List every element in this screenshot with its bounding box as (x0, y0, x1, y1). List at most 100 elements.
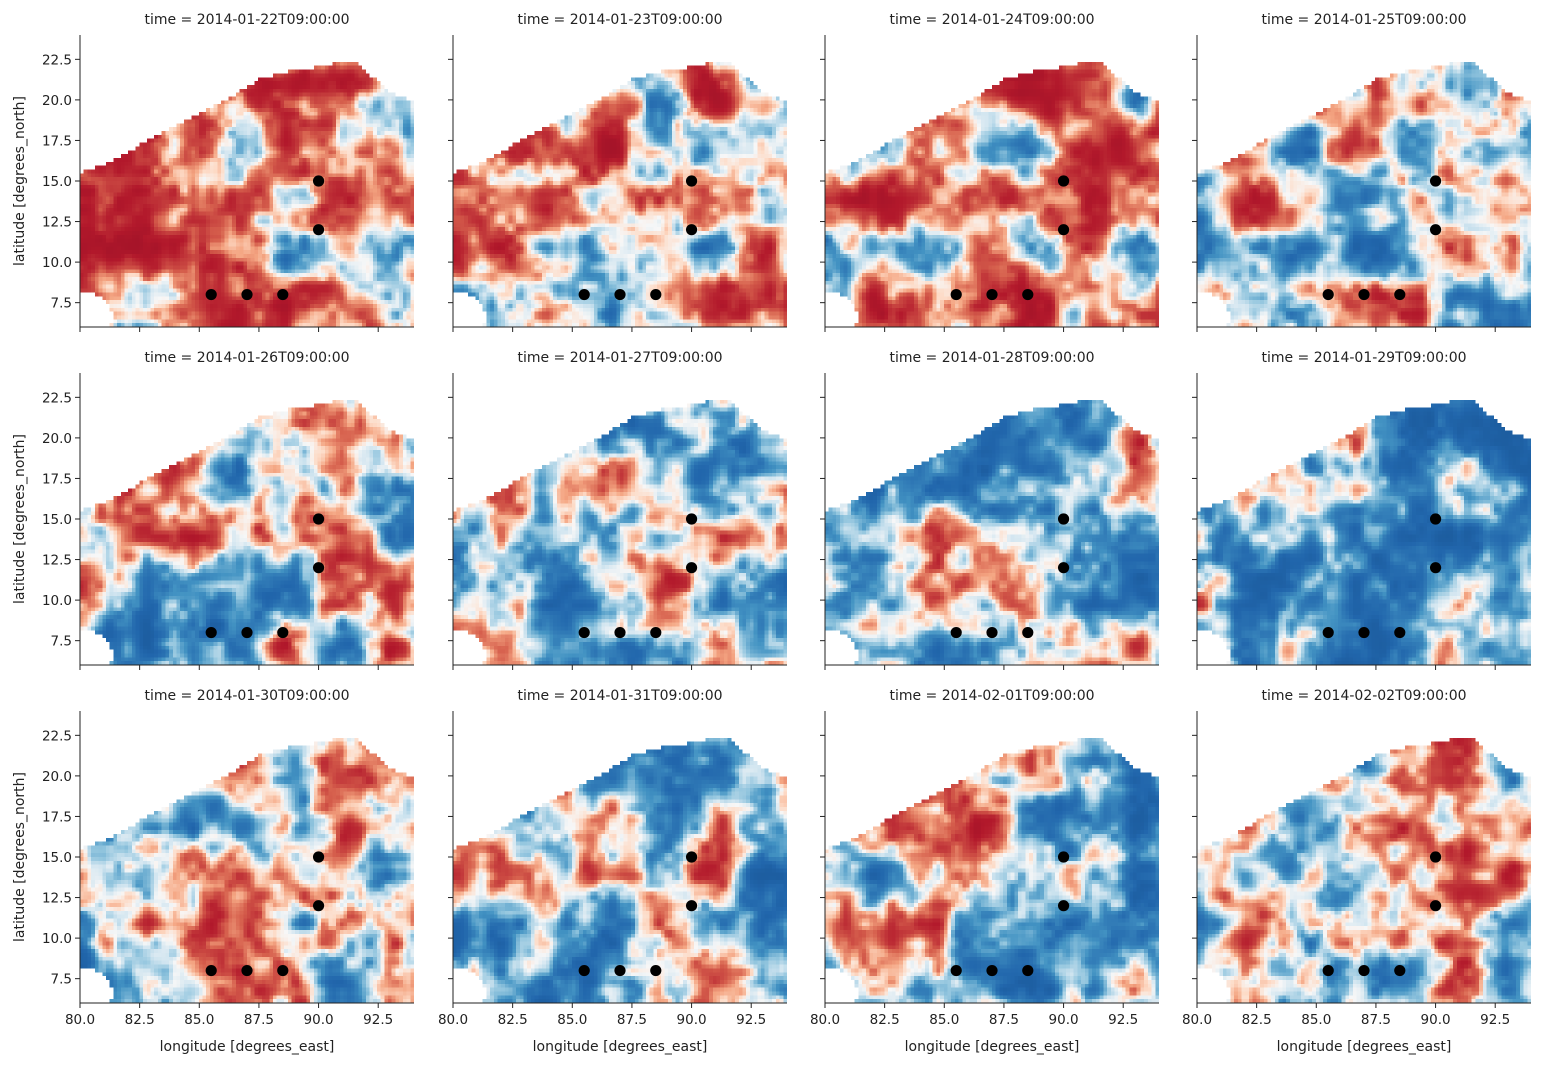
panel-title: time = 2014-01-24T09:00:00 (889, 12, 1094, 28)
facet-panel: time = 2014-02-01T09:00:00 80.0 82.5 85.0 87… (810, 688, 1159, 1055)
x-axis-label: longitude [degrees_east] (533, 1039, 708, 1055)
station-marker (1429, 562, 1442, 574)
x-axis-label: longitude [degrees_east] (160, 1039, 335, 1055)
facet-panel: time = 2014-01-23T09:00:00 (448, 12, 787, 332)
facet-panel: time = 2014-01-30T09:00:00 7.5 10.0 12.5 15.… (12, 688, 414, 1055)
station-marker (1057, 851, 1070, 863)
x-tick-label: 80.0 (810, 1012, 840, 1028)
x-tick-label: 82.5 (498, 1012, 528, 1028)
y-tick-label: 22.5 (42, 52, 72, 68)
facet-panel: time = 2014-01-29T09:00:00 (1192, 350, 1531, 670)
station-marker (205, 626, 217, 639)
station-marker (685, 224, 698, 236)
sst-anomaly-heatmap (1197, 35, 1531, 327)
station-marker (1022, 964, 1034, 977)
panel-title: time = 2014-01-29T09:00:00 (1261, 350, 1466, 366)
station-marker (685, 900, 698, 912)
station-marker (312, 513, 325, 525)
x-tick-label: 90.0 (1421, 1012, 1451, 1028)
station-marker (1358, 626, 1370, 639)
y-tick-label: 22.5 (42, 390, 72, 406)
y-tick-label: 15.0 (42, 850, 72, 866)
station-marker (205, 288, 217, 301)
sst-anomaly-heatmap (825, 373, 1159, 665)
facet-panel: time = 2014-01-25T09:00:00 (1192, 12, 1531, 332)
station-marker (241, 964, 253, 977)
x-tick-label: 82.5 (1242, 1012, 1272, 1028)
station-marker (1394, 626, 1406, 639)
station-marker (1057, 900, 1070, 912)
panel-title: time = 2014-01-28T09:00:00 (889, 350, 1094, 366)
station-marker (1322, 626, 1334, 639)
y-tick-label: 12.5 (42, 891, 72, 907)
x-tick-label: 87.5 (1361, 1012, 1391, 1028)
facet-panel: time = 2014-01-22T09:00:00 7.5 10.0 12.5 15.… (12, 12, 414, 332)
y-tick-label: 20.0 (42, 93, 72, 109)
station-marker (241, 288, 253, 301)
panel-title: time = 2014-01-22T09:00:00 (144, 12, 349, 28)
y-tick-label: 12.5 (42, 553, 72, 569)
facet-panel: time = 2014-01-27T09:00:00 (448, 350, 787, 670)
station-marker (1429, 900, 1442, 912)
y-tick-label: 17.5 (42, 471, 72, 487)
station-marker (1022, 288, 1034, 301)
panel-title: time = 2014-01-23T09:00:00 (517, 12, 722, 28)
y-axis-label: latitude [degrees_north] (12, 96, 28, 266)
station-marker (312, 562, 325, 574)
station-marker (650, 626, 662, 639)
station-marker (650, 964, 662, 977)
panel-title: time = 2014-01-30T09:00:00 (144, 688, 349, 704)
station-marker (1322, 964, 1334, 977)
sst-anomaly-heatmap (825, 35, 1159, 327)
sst-anomaly-heatmap (80, 373, 414, 665)
x-tick-label: 87.5 (617, 1012, 647, 1028)
station-marker (1057, 513, 1070, 525)
station-marker (614, 964, 626, 977)
station-marker (1022, 626, 1034, 639)
panel-title: time = 2014-01-27T09:00:00 (517, 350, 722, 366)
x-tick-label: 90.0 (304, 1012, 334, 1028)
x-tick-label: 90.0 (1049, 1012, 1079, 1028)
sst-anomaly-heatmap (453, 35, 787, 327)
x-tick-label: 80.0 (65, 1012, 95, 1028)
y-tick-label: 12.5 (42, 215, 72, 231)
station-marker (1358, 288, 1370, 301)
x-tick-label: 87.5 (989, 1012, 1019, 1028)
y-tick-label: 7.5 (51, 972, 72, 988)
facet-panel: time = 2014-01-24T09:00:00 (820, 12, 1159, 332)
station-marker (685, 175, 698, 187)
x-tick-label: 82.5 (870, 1012, 900, 1028)
station-marker (1394, 288, 1406, 301)
y-tick-label: 20.0 (42, 769, 72, 785)
station-marker (685, 562, 698, 574)
facet-panel: time = 2014-01-26T09:00:00 7.5 10.0 12.5 15.… (12, 350, 414, 670)
y-axis-label: latitude [degrees_north] (12, 772, 28, 942)
y-tick-label: 15.0 (42, 512, 72, 528)
x-tick-label: 92.5 (1480, 1012, 1510, 1028)
x-tick-label: 80.0 (1182, 1012, 1212, 1028)
y-tick-label: 17.5 (42, 133, 72, 149)
panel-title: time = 2014-01-31T09:00:00 (517, 688, 722, 704)
station-marker (950, 964, 962, 977)
x-tick-label: 85.0 (557, 1012, 587, 1028)
x-tick-label: 90.0 (677, 1012, 707, 1028)
x-tick-label: 92.5 (1108, 1012, 1138, 1028)
station-marker (1358, 964, 1370, 977)
station-marker (578, 964, 590, 977)
x-axis-label: longitude [degrees_east] (905, 1039, 1080, 1055)
sst-anomaly-heatmap (453, 711, 787, 1003)
y-tick-label: 7.5 (51, 634, 72, 650)
station-marker (986, 964, 998, 977)
x-tick-label: 85.0 (1301, 1012, 1331, 1028)
station-marker (312, 851, 325, 863)
facet-panel: time = 2014-01-31T09:00:00 80.0 82.5 85.0 87… (438, 688, 787, 1055)
sst-anomaly-heatmap (80, 35, 414, 327)
station-marker (1429, 175, 1442, 187)
x-tick-label: 85.0 (184, 1012, 214, 1028)
sst-anomaly-heatmap (453, 373, 787, 665)
station-marker (578, 626, 590, 639)
station-marker (1429, 851, 1442, 863)
y-tick-label: 22.5 (42, 728, 72, 744)
station-marker (1322, 288, 1334, 301)
panel-title: time = 2014-02-02T09:00:00 (1261, 688, 1466, 704)
